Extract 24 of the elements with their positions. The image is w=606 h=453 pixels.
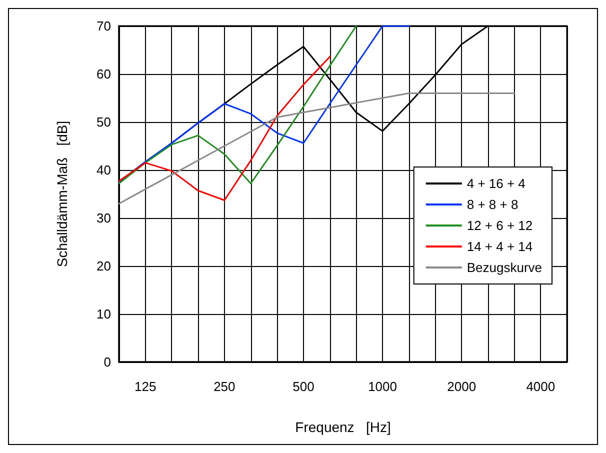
x-tick-label: 2000 (447, 379, 476, 394)
x-tick-label: 1000 (368, 379, 397, 394)
x-tick-label: 500 (292, 379, 314, 394)
y-tick-label: 0 (104, 354, 111, 370)
y-tick-label: 10 (96, 306, 111, 322)
y-tick-label: 40 (96, 162, 111, 178)
y-tick-label: 60 (96, 66, 111, 82)
legend-label: 12 + 6 + 12 (466, 218, 533, 233)
x-tick-label: 250 (214, 379, 236, 394)
line-series (118, 25, 410, 183)
legend-label: 4 + 16 + 4 (466, 176, 526, 191)
legend-label: 14 + 4 + 14 (466, 239, 533, 254)
line-series (118, 25, 357, 184)
x-tick-label: 4000 (526, 379, 556, 394)
y-axis-title: Schalldämm-Maß [dB] (54, 120, 70, 268)
y-tick-label: 30 (96, 210, 111, 226)
legend-label: 8 + 8 + 8 (466, 197, 518, 212)
y-tick-label: 50 (96, 114, 111, 130)
y-tick-label: 70 (96, 18, 111, 34)
legend-label: Bezugskurve (466, 260, 542, 275)
x-tick-label: 125 (134, 379, 156, 394)
x-axis-title: Frequenz [Hz] (295, 419, 391, 435)
line-series (118, 56, 331, 201)
y-tick-label: 20 (96, 258, 111, 274)
